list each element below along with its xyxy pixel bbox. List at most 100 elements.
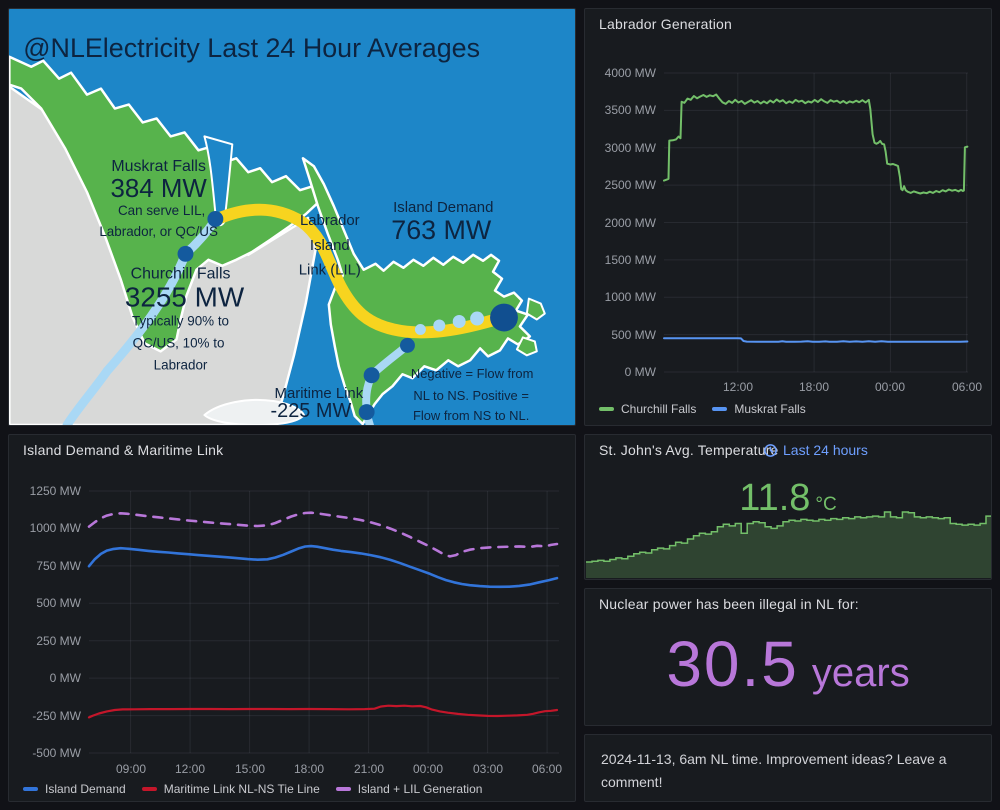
temperature-value: 11.8 °C [585, 477, 991, 520]
soldiers-pond-node [490, 303, 518, 332]
y-tick-label: 1500 MW [604, 253, 656, 267]
note-text: 2024-11-13, 6am NL time. Improvement ide… [601, 751, 947, 790]
y-tick-label: 500 MW [36, 596, 81, 610]
y-tick-label: 1250 MW [29, 484, 81, 498]
churchill-falls-label: Churchill Falls [131, 266, 231, 283]
panel-title[interactable]: Nuclear power has been illegal in NL for… [599, 596, 859, 612]
maritime-link-line [362, 341, 412, 425]
legend-label: Churchill Falls [621, 402, 697, 416]
legend-color-chip [335, 787, 351, 791]
x-tick-label: 12:00 [722, 380, 754, 394]
x-tick-label: 15:00 [234, 762, 266, 776]
x-tick-label: 00:00 [874, 380, 906, 394]
legend-label: Island Demand [45, 782, 126, 796]
churchill-note-3: Labrador [154, 357, 208, 372]
x-tick-label: 18:00 [798, 380, 830, 394]
anticosti-island [203, 398, 305, 425]
legend-item-island-demand[interactable]: Island Demand [23, 782, 126, 796]
muskrat-note-2: Labrador, or QC/US [99, 224, 218, 239]
churchill-falls-node [177, 245, 194, 262]
panel-title[interactable]: Labrador Generation [599, 16, 732, 32]
x-tick-label: 06:00 [951, 380, 983, 394]
x-tick-label: 18:00 [293, 762, 325, 776]
series-churchill-falls [663, 93, 969, 195]
y-tick-label: -250 MW [32, 709, 81, 723]
maritime-note-3: Flow from NS to NL. [413, 408, 529, 423]
y-tick-label: 250 MW [36, 634, 81, 648]
x-tick-label: 09:00 [115, 762, 147, 776]
chart-legend: Island Demand Maritime Link NL-NS Tie Lin… [23, 782, 482, 796]
tower-dot [433, 319, 446, 332]
x-tick-label: 12:00 [174, 762, 206, 776]
x-tick-label: 06:00 [531, 762, 563, 776]
x-tick-label: 03:00 [472, 762, 504, 776]
lil-label-3: Link (LIL) [299, 262, 361, 279]
y-tick-label: 3500 MW [604, 103, 656, 117]
maritime-link-label: Maritime Link [275, 385, 364, 402]
time-range-override[interactable]: Last 24 hours [763, 442, 868, 458]
panel-title[interactable]: St. John's Avg. Temperature [599, 442, 779, 458]
muskrat-note-1: Can serve LIL, [118, 203, 205, 218]
series-maritime-link-nl-ns-tie-line [87, 704, 559, 719]
maritime-link-value: -225 MW [271, 400, 352, 422]
avalon-islet [525, 297, 546, 321]
labrador-generation-panel: Labrador Generation 4000 MW 3500 MW 3000 M… [584, 8, 992, 426]
churchill-falls-value: 3255 MW [125, 282, 245, 313]
labrador-generation-chart[interactable]: 4000 MW 3500 MW 3000 MW 2500 MW 2000 MW 1500 … [585, 9, 991, 425]
muskrat-falls-node [207, 211, 224, 227]
nuclear-stat-panel: Nuclear power has been illegal in NL for… [584, 588, 992, 726]
legend-color-chip [23, 787, 38, 791]
island-node [399, 337, 415, 353]
legend-color-chip [141, 787, 157, 791]
y-tick-label: 2500 MW [604, 178, 656, 192]
legend-item-churchill-falls[interactable]: Churchill Falls [599, 402, 696, 416]
legend-item-maritime-link-nl-ns-tie-line[interactable]: Maritime Link NL-NS Tie Line [141, 782, 320, 796]
y-tick-label: 2000 MW [604, 216, 656, 230]
legend-item-muskrat-falls[interactable]: Muskrat Falls [712, 402, 806, 416]
lil-label-2: Island [310, 237, 350, 254]
nuclear-years-number: 30.5 [666, 628, 799, 700]
y-tick-label: -500 MW [32, 746, 81, 760]
series-island-demand [87, 544, 559, 589]
map-title: @NLElectricity Last 24 Hour Averages [23, 33, 480, 63]
lil-label-1: Labrador [300, 212, 360, 229]
avalon-islet-south [515, 336, 538, 357]
temperature-number: 11.8 [739, 477, 811, 519]
maritime-node [363, 367, 380, 384]
y-tick-label: 3000 MW [604, 141, 656, 155]
y-tick-label: 1000 MW [604, 290, 656, 304]
panel-title[interactable]: Island Demand & Maritime Link [23, 442, 224, 458]
temperature-sparkline [586, 490, 991, 578]
series-muskrat-falls [663, 337, 969, 343]
island-demand-label: Island Demand [393, 199, 493, 216]
y-tick-label: 750 MW [36, 559, 81, 573]
churchill-transmission-line [62, 215, 220, 425]
nl-power-map: @NLElectricity Last 24 Hour Averages Mus… [9, 9, 575, 425]
sparkline-fill [586, 512, 991, 578]
temperature-panel: St. John's Avg. Temperature Last 24 hour… [584, 434, 992, 580]
y-tick-label: 500 MW [611, 328, 656, 342]
chart-legend: Churchill Falls Muskrat Falls [599, 402, 806, 416]
map-panel: @NLElectricity Last 24 Hour Averages Mus… [8, 8, 576, 426]
churchill-note-1: Typically 90% to [132, 313, 229, 328]
tower-dot [414, 323, 426, 335]
island-demand-value: 763 MW [391, 215, 492, 245]
muskrat-falls-value: 384 MW [111, 175, 208, 203]
note-panel: 2024-11-13, 6am NL time. Improvement ide… [584, 734, 992, 802]
tower-dot [470, 311, 485, 326]
nuclear-stat-value: 30.5 years [585, 627, 991, 701]
island-demand-chart[interactable]: 1250 MW 1000 MW 750 MW 500 MW 250 MW 0 MW -250… [9, 435, 575, 801]
tower-dot [452, 315, 466, 328]
lil-transmission-line [211, 203, 505, 339]
churchill-note-2: QC/US, 10% to [133, 335, 225, 350]
legend-label: Maritime Link NL-NS Tie Line [163, 782, 320, 796]
maritime-note-1: Negative = Flow from [411, 366, 533, 381]
legend-item-island-lil-generation[interactable]: Island + LIL Generation [335, 782, 482, 796]
sparkline-line [586, 511, 991, 563]
x-tick-label: 00:00 [412, 762, 444, 776]
maritime-note-2: NL to NS. Positive = [413, 388, 529, 403]
maritime-node-south [358, 404, 375, 421]
nuclear-years-unit: years [811, 651, 910, 695]
muskrat-falls-label: Muskrat Falls [111, 158, 206, 175]
legend-label: Muskrat Falls [734, 402, 806, 416]
